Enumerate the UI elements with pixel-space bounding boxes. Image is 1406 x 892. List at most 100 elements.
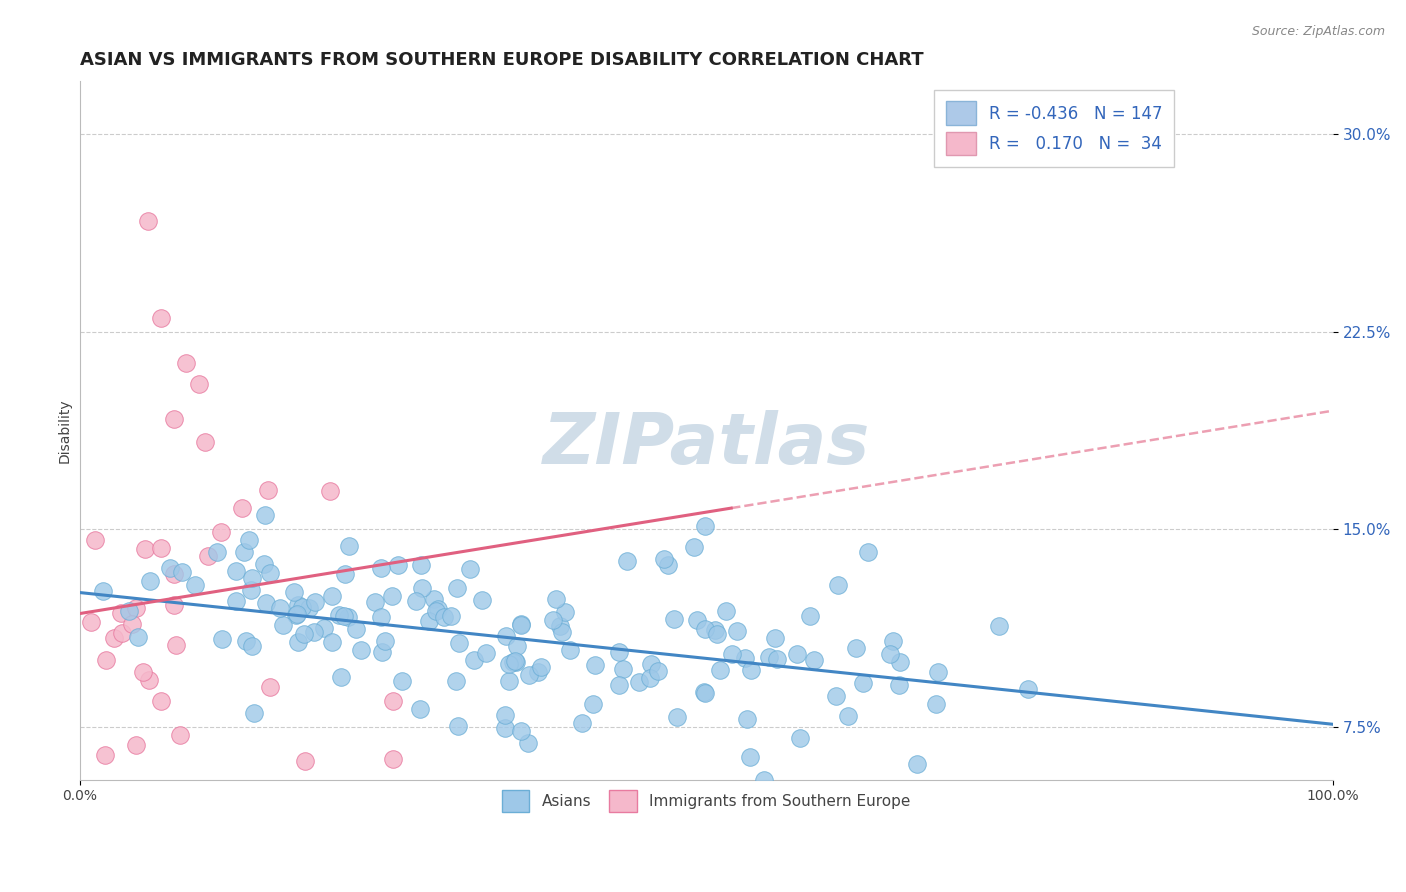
Point	[695, 519, 717, 533]
Point	[544, 592, 567, 607]
Point	[543, 613, 565, 627]
Point	[640, 657, 662, 671]
Point	[169, 728, 191, 742]
Point	[612, 662, 634, 676]
Legend: Asians, Immigrants from Southern Europe: Asians, Immigrants from Southern Europe	[489, 779, 922, 824]
Point	[285, 607, 308, 622]
Point	[350, 642, 373, 657]
Point	[287, 598, 309, 612]
Point	[495, 630, 517, 644]
Point	[271, 618, 294, 632]
Point	[607, 645, 630, 659]
Point	[321, 589, 343, 603]
Point	[298, 600, 321, 615]
Point	[242, 571, 264, 585]
Point	[240, 582, 263, 597]
Point	[381, 589, 404, 603]
Point	[159, 560, 181, 574]
Point	[734, 650, 756, 665]
Point	[138, 673, 160, 687]
Point	[207, 545, 229, 559]
Point	[165, 638, 187, 652]
Point	[240, 640, 263, 654]
Point	[103, 632, 125, 646]
Point	[111, 626, 134, 640]
Point	[458, 562, 481, 576]
Point	[287, 635, 309, 649]
Point	[344, 622, 367, 636]
Point	[231, 501, 253, 516]
Point	[294, 754, 316, 768]
Point	[433, 610, 456, 624]
Point	[283, 585, 305, 599]
Point	[647, 665, 669, 679]
Point	[232, 545, 254, 559]
Point	[582, 697, 605, 711]
Point	[304, 595, 326, 609]
Point	[333, 609, 356, 624]
Point	[447, 636, 470, 650]
Point	[225, 594, 247, 608]
Text: ZIPatlas: ZIPatlas	[543, 410, 870, 479]
Point	[254, 508, 277, 523]
Point	[628, 674, 651, 689]
Point	[162, 411, 184, 425]
Point	[571, 716, 593, 731]
Point	[607, 678, 630, 692]
Point	[558, 643, 581, 657]
Point	[330, 670, 353, 684]
Point	[163, 566, 186, 581]
Point	[139, 574, 162, 588]
Point	[693, 622, 716, 636]
Point	[174, 356, 197, 370]
Point	[799, 609, 821, 624]
Point	[494, 721, 516, 735]
Point	[209, 525, 232, 540]
Point	[284, 608, 307, 623]
Point	[683, 541, 706, 555]
Point	[80, 615, 103, 629]
Point	[405, 594, 427, 608]
Point	[548, 618, 571, 632]
Point	[505, 655, 527, 669]
Point	[337, 539, 360, 553]
Point	[1017, 682, 1039, 697]
Point	[530, 660, 553, 674]
Point	[238, 533, 260, 548]
Point	[740, 663, 762, 677]
Point	[328, 608, 350, 623]
Point	[125, 739, 148, 753]
Point	[333, 566, 356, 581]
Point	[387, 558, 409, 573]
Point	[509, 618, 531, 632]
Point	[665, 710, 688, 724]
Point	[721, 647, 744, 661]
Point	[510, 723, 533, 738]
Point	[425, 604, 447, 618]
Point	[905, 756, 928, 771]
Point	[506, 639, 529, 653]
Point	[714, 604, 737, 618]
Point	[391, 673, 413, 688]
Point	[149, 311, 172, 326]
Point	[138, 214, 160, 228]
Point	[638, 671, 661, 685]
Point	[706, 627, 728, 641]
Point	[302, 624, 325, 639]
Point	[803, 653, 825, 667]
Point	[134, 542, 156, 557]
Point	[374, 634, 396, 648]
Point	[927, 665, 949, 679]
Point	[502, 655, 524, 669]
Point	[827, 578, 849, 592]
Point	[235, 634, 257, 648]
Point	[494, 708, 516, 723]
Point	[163, 599, 186, 613]
Point	[427, 602, 450, 616]
Point	[887, 678, 910, 692]
Point	[96, 653, 118, 667]
Point	[475, 647, 498, 661]
Point	[551, 625, 574, 640]
Point	[440, 608, 463, 623]
Point	[498, 674, 520, 689]
